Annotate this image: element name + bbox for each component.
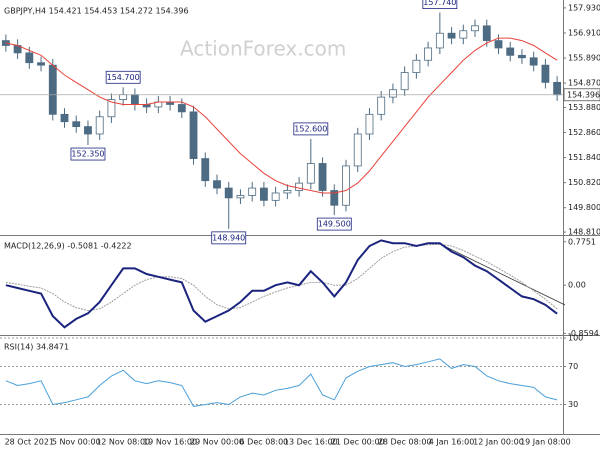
y-tick-label: 151.840 xyxy=(568,153,600,162)
annotation-label: 152.600 xyxy=(294,124,327,133)
y-tick-label: 155.890 xyxy=(568,54,600,63)
y-tick-label: 152.860 xyxy=(568,128,600,137)
x-tick-label: 29 Nov 00:00 xyxy=(190,438,244,447)
candle-body xyxy=(25,52,34,64)
candle-body xyxy=(130,94,139,105)
panel-title: GBPJPY,H4 154.421 154.453 154.272 154.39… xyxy=(4,7,189,16)
watermark: ActionForex.com xyxy=(180,37,346,61)
annotation-box xyxy=(422,0,458,9)
candle-body xyxy=(224,187,233,199)
candle-body xyxy=(330,190,339,206)
x-tick-label: 6 Dec 08:00 xyxy=(240,438,289,447)
y-tick-label: -0.8594 xyxy=(568,329,599,338)
candle-body xyxy=(283,190,292,194)
annotation-box xyxy=(316,217,352,231)
x-tick-label: 12 Jan 00:00 xyxy=(473,438,524,447)
x-tick-label: 4 Jan 16:00 xyxy=(429,438,475,447)
candle-body xyxy=(342,165,350,206)
signal-line xyxy=(5,243,558,312)
price-box xyxy=(563,88,600,102)
candle-body xyxy=(494,40,503,49)
candle-body xyxy=(72,121,81,128)
candle-body xyxy=(84,126,92,135)
candle-body xyxy=(435,32,444,49)
panel-title: MACD(12,26,9) -0.5081 -0.4222 xyxy=(4,242,132,251)
x-tick-label: 5 Nov 00:00 xyxy=(52,438,101,447)
x-tick-label: 13 Dec 16:00 xyxy=(284,438,338,447)
macd-line xyxy=(5,239,558,329)
candle-body xyxy=(213,180,221,189)
candle-body xyxy=(236,195,245,199)
annotation-box xyxy=(293,122,329,136)
candle-body xyxy=(447,32,456,39)
candle-body xyxy=(201,158,210,182)
annotation-box xyxy=(70,147,106,161)
annotation-label: 148.940 xyxy=(212,233,245,242)
x-tick-label: 28 Dec 08:00 xyxy=(378,438,432,447)
x-tick-label: 28 Oct 2021 xyxy=(5,438,54,447)
candle-body xyxy=(60,113,69,123)
trend-line xyxy=(439,243,566,306)
candle-body xyxy=(506,47,515,56)
candle-body xyxy=(37,62,45,66)
candle-body xyxy=(541,64,550,83)
candle-body xyxy=(400,72,409,91)
annotation-box xyxy=(211,231,247,245)
x-tick-label: 19 Jan 08:00 xyxy=(520,438,571,447)
candle-body xyxy=(482,25,491,41)
y-tick-label: 149.800 xyxy=(568,203,600,212)
price-label: 154.396 xyxy=(567,90,600,99)
y-tick-label: 0.7751 xyxy=(568,237,596,246)
candle-body xyxy=(553,81,562,96)
x-tick-label: 12 Nov 08:00 xyxy=(96,438,150,447)
candle-body xyxy=(95,116,104,135)
candle-body xyxy=(119,94,128,100)
moving-average xyxy=(5,37,558,194)
y-tick-label: 100 xyxy=(568,334,583,343)
candle-body xyxy=(189,111,198,159)
annotation-label: 157.740 xyxy=(423,0,456,7)
annotation-box xyxy=(105,70,141,84)
y-tick-label: 70 xyxy=(568,362,578,371)
y-tick-label: 156.910 xyxy=(568,28,600,37)
candle-body xyxy=(318,163,327,191)
panel-title: RSI(14) 34.8471 xyxy=(4,343,69,352)
candle-body xyxy=(459,30,468,39)
candle-body xyxy=(107,99,116,118)
y-tick-label: 150.820 xyxy=(568,178,600,187)
candle-body xyxy=(518,54,526,59)
candle-body xyxy=(424,47,433,61)
candle-body xyxy=(353,133,362,167)
y-tick-label: 30 xyxy=(568,400,578,409)
y-tick-label: 0.00 xyxy=(568,281,586,290)
annotation-label: 152.350 xyxy=(71,150,104,159)
candle-body xyxy=(177,104,186,113)
candle-body xyxy=(259,187,268,201)
y-tick-label: 157.930 xyxy=(568,3,600,12)
candle-body xyxy=(295,182,304,191)
candle-body xyxy=(471,25,479,32)
y-tick-label: 153.880 xyxy=(568,103,600,112)
candle-body xyxy=(1,40,10,46)
annotation-label: 149.500 xyxy=(318,220,351,229)
x-tick-label: 19 Nov 16:00 xyxy=(143,438,197,447)
candle-body xyxy=(412,59,421,73)
candle-body xyxy=(529,57,538,66)
candle-body xyxy=(48,64,57,115)
candle-body xyxy=(306,163,315,184)
rsi-line xyxy=(5,358,558,407)
candle-body xyxy=(365,113,374,135)
candle-body xyxy=(248,187,257,196)
candle-body xyxy=(377,96,386,115)
annotation-label: 154.700 xyxy=(107,73,140,82)
candle-body xyxy=(271,192,280,201)
y-tick-label: 148.810 xyxy=(568,228,600,237)
y-tick-label: 154.870 xyxy=(568,79,600,88)
candle-body xyxy=(389,89,397,98)
x-tick-label: 21 Dec 00:00 xyxy=(331,438,385,447)
